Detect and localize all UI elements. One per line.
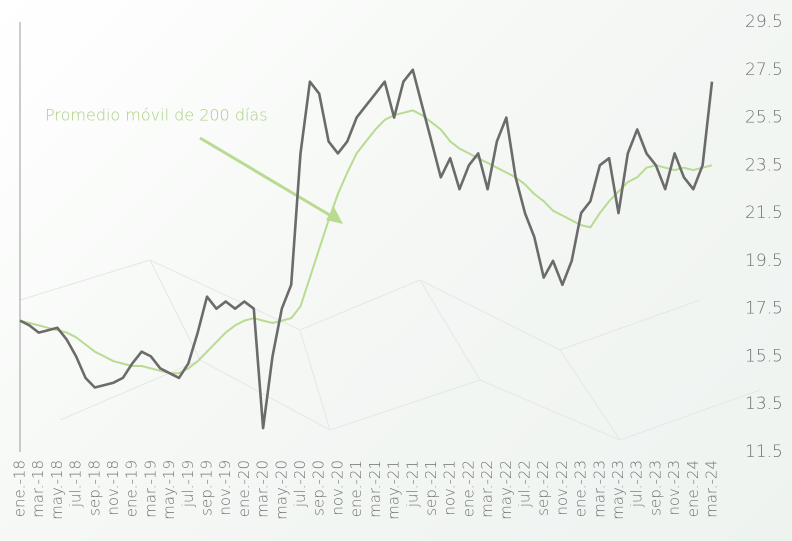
x-tick-label: mar.-20: [254, 460, 272, 518]
x-tick-label: mar.-21: [366, 460, 384, 518]
background-network: [19, 259, 761, 441]
x-tick-label: mar.-23: [590, 460, 608, 518]
y-tick-label: 21.5: [745, 203, 783, 223]
x-tick-label: jul.-23: [628, 460, 646, 508]
moving-average-line: [19, 109, 713, 375]
annotation-arrow: [199, 136, 339, 222]
price-line: [19, 68, 714, 430]
x-tick-label: ene.-23: [572, 460, 590, 517]
x-tick-label: sep.-21: [422, 460, 440, 516]
annotation-arrowhead: [326, 207, 343, 224]
annotation: Promedio móvil de 200 días: [45, 106, 268, 125]
y-tick-label: 27.5: [745, 60, 783, 80]
x-tick-label: nov.-23: [665, 460, 683, 516]
x-tick-label: mar.-18: [29, 460, 47, 518]
x-tick-label: mar.-19: [141, 460, 159, 518]
x-tick-label: jul.-18: [67, 460, 85, 508]
y-tick-label: 19.5: [745, 251, 783, 271]
x-tick-label: nov.-19: [216, 460, 234, 516]
x-tick-label: nov.-20: [328, 460, 346, 516]
x-tick-label: jul.-19: [179, 460, 197, 508]
x-tick-label: mar.-22: [478, 460, 496, 518]
y-tick-label: 11.5: [745, 442, 783, 462]
y-tick-label: 23.5: [745, 155, 783, 175]
y-tick-label: 29.5: [745, 12, 783, 32]
x-tick-label: ene.-24: [684, 460, 702, 517]
x-tick-label: jul.-20: [291, 460, 309, 508]
x-tick-label: nov.-18: [104, 460, 122, 516]
x-tick-label: sep.-23: [646, 460, 664, 516]
x-tick-label: ene.-20: [235, 460, 253, 517]
x-tick-label: may.-20: [272, 460, 290, 520]
x-tick-label: may.-21: [385, 460, 403, 520]
x-tick-label: ene.-19: [123, 460, 141, 517]
x-tick-label: nov.-22: [553, 460, 571, 516]
x-tick-label: ene.-21: [347, 460, 365, 517]
x-tick-label: ene.-22: [459, 460, 477, 517]
y-tick-label: 25.5: [745, 108, 783, 128]
x-tick-label: jul.-22: [515, 460, 533, 508]
x-tick-label: sep.-22: [534, 460, 552, 516]
x-tick-label: may.-22: [497, 460, 515, 520]
y-tick-label: 17.5: [745, 299, 783, 319]
y-tick-label: 15.5: [745, 346, 783, 366]
x-tick-label: sep.-18: [85, 460, 103, 516]
x-tick-label: sep.-19: [198, 460, 216, 516]
x-tick-label: sep.-20: [310, 460, 328, 516]
x-tick-label: may.-18: [48, 460, 66, 520]
x-tick-label: mar.-24: [703, 460, 721, 518]
x-tick-label: nov.-21: [441, 460, 459, 516]
x-tick-label: may.-19: [160, 460, 178, 520]
x-tick-label: jul.-21: [403, 460, 421, 508]
x-tick-label: may.-23: [609, 460, 627, 520]
y-tick-label: 13.5: [745, 394, 783, 414]
x-tick-label: ene.-18: [11, 460, 29, 517]
